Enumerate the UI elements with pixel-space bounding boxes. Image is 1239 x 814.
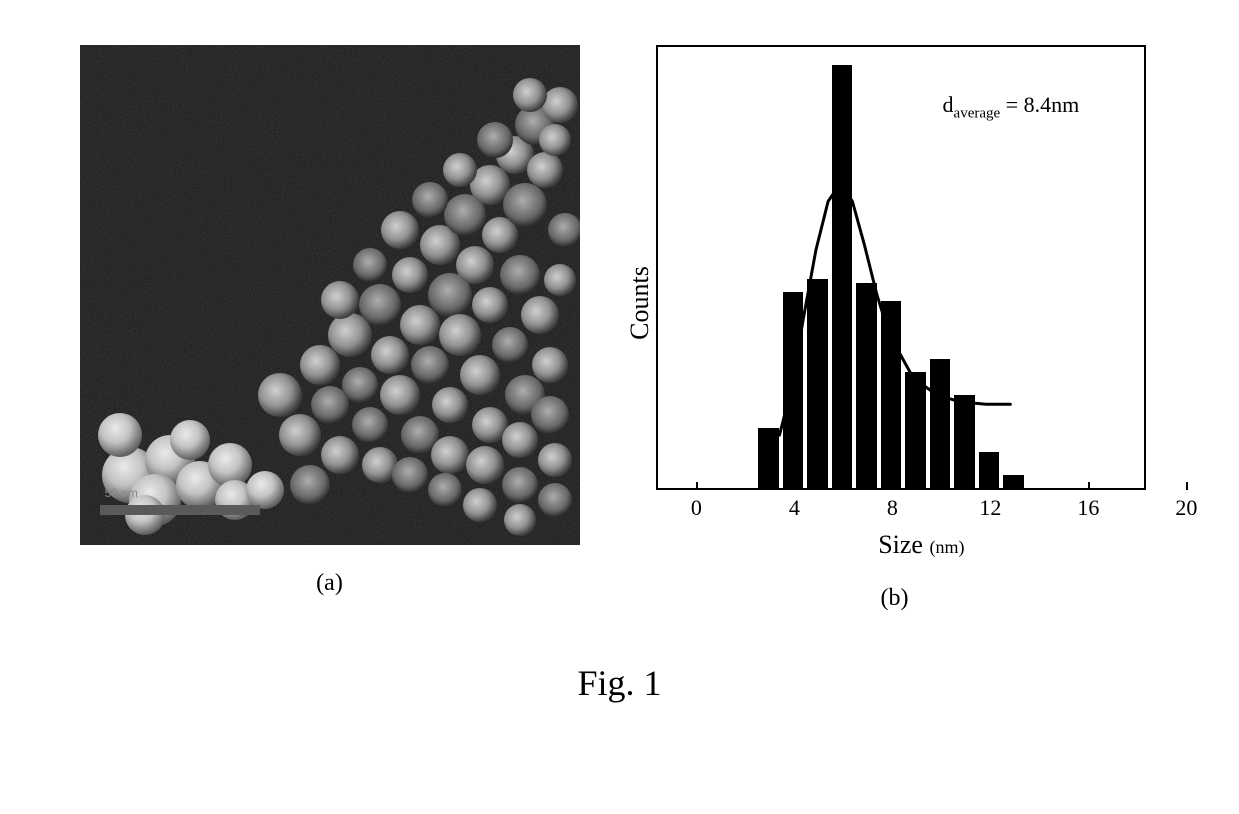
x-axis-label: Size: [878, 530, 923, 559]
x-axis-label-container: Size (nm): [656, 530, 1186, 560]
histogram-bar: [881, 301, 902, 488]
figure-caption: Fig. 1: [0, 662, 1239, 704]
annotation-suffix: = 8.4nm: [1000, 92, 1079, 117]
histogram-bar: [954, 395, 975, 488]
histogram-bar: [979, 452, 1000, 488]
microscopy-image: 50 nm: [80, 45, 580, 545]
x-tick-label: 16: [1077, 495, 1099, 521]
x-tick-label: 12: [979, 495, 1001, 521]
histogram-bar: [758, 428, 779, 488]
x-axis-unit: (nm): [929, 537, 964, 557]
x-tick-label: 20: [1175, 495, 1197, 521]
panel-b: Counts daverage = 8.4nm 048121620 Size (…: [630, 45, 1160, 612]
x-tick-mark: [1088, 482, 1090, 490]
y-axis-label: Counts: [625, 266, 655, 340]
histogram-bar: [832, 65, 853, 488]
scale-bar-label: 50 nm: [105, 486, 138, 500]
x-tick-mark: [1186, 482, 1188, 490]
figure-container: 50 nm (a) Counts daverage = 8.4nm 0 4 8 12 1…: [0, 0, 1239, 612]
chart-box: daverage = 8.4nm: [656, 45, 1146, 490]
panel-a: 50 nm (a): [80, 45, 580, 597]
histogram-bar: [856, 283, 877, 488]
histogram-bar: [807, 279, 828, 488]
scale-bar: [100, 505, 260, 515]
chart-wrapper: Counts daverage = 8.4nm 048121620 Size (…: [603, 45, 1187, 560]
panel-b-label: (b): [881, 585, 909, 612]
histogram-bar: [1003, 475, 1024, 488]
x-tick-label: 4: [789, 495, 800, 521]
x-tick-mark: [696, 482, 698, 490]
histogram-bar: [930, 359, 951, 488]
histogram-bar: [783, 292, 804, 488]
particle-svg: [80, 45, 580, 545]
x-tick-mark: [794, 482, 796, 490]
panel-a-label: (a): [316, 570, 343, 597]
x-tick-label: 8: [887, 495, 898, 521]
x-axis-ticks: 048121620: [696, 490, 1186, 525]
annotation-prefix: d: [943, 92, 954, 117]
x-tick-label: 0: [691, 495, 702, 521]
annotation-text: daverage = 8.4nm: [943, 92, 1080, 122]
histogram-bar: [905, 372, 926, 488]
x-tick-mark: [990, 482, 992, 490]
x-tick-mark: [892, 482, 894, 490]
annotation-subscript: average: [954, 105, 1001, 121]
scale-bar-container: 50 nm: [100, 484, 260, 515]
